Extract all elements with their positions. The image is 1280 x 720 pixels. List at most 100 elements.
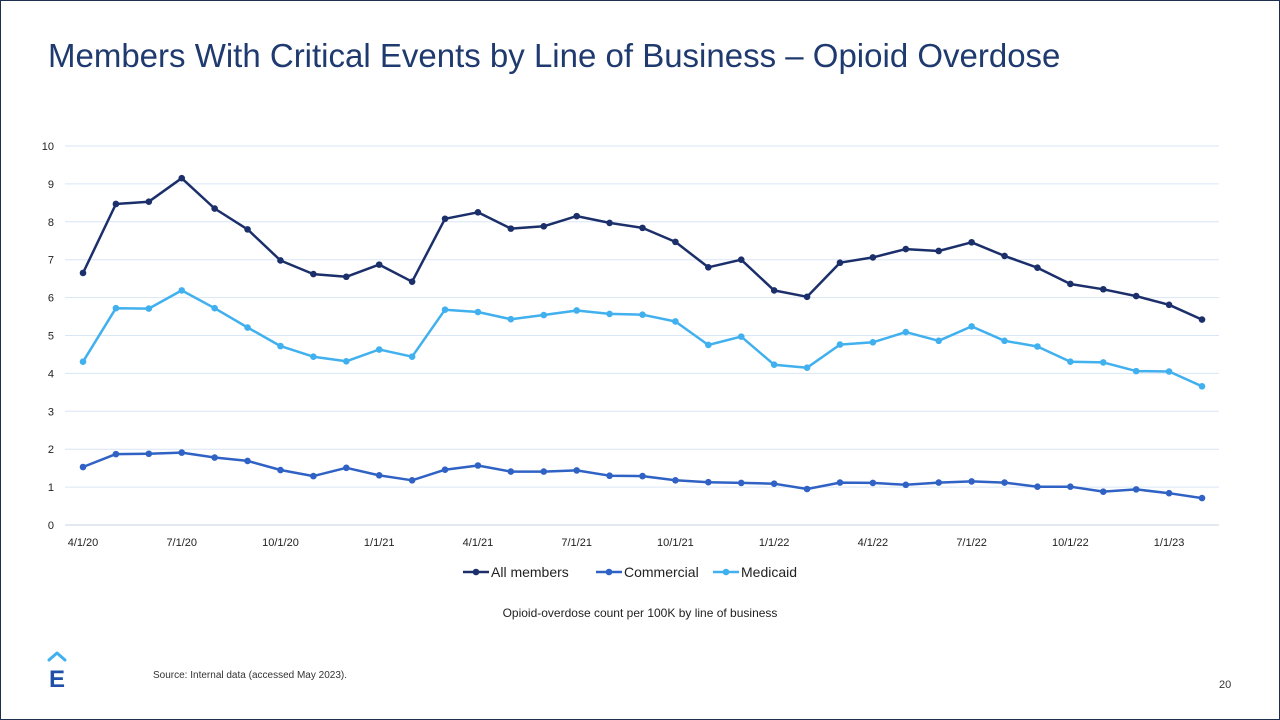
data-point-commercial xyxy=(310,472,317,480)
data-point-medicaid xyxy=(737,333,745,340)
data-point-medicaid xyxy=(277,342,284,350)
data-point-commercial xyxy=(968,478,975,485)
data-point-all-members xyxy=(507,225,515,232)
data-point-all-members xyxy=(705,263,712,271)
data-point-all-members xyxy=(244,226,251,233)
data-point-medicaid xyxy=(836,341,844,348)
legend-swatch-marker xyxy=(472,568,480,576)
data-point-all-members xyxy=(310,270,317,278)
data-point-commercial xyxy=(277,466,284,474)
x-tick-label: 1/1/22 xyxy=(759,537,790,549)
data-point-commercial xyxy=(211,454,218,461)
data-point-medicaid xyxy=(342,357,350,365)
x-tick-label: 1/1/21 xyxy=(364,537,395,549)
data-point-commercial xyxy=(79,463,87,471)
data-point-all-members xyxy=(836,259,844,267)
x-tick-label: 10/1/22 xyxy=(1052,537,1089,549)
data-point-medicaid xyxy=(770,361,778,368)
source-note: Source: Internal data (accessed May 2023… xyxy=(153,670,347,681)
data-point-all-members xyxy=(869,254,877,261)
data-point-all-members xyxy=(770,287,778,294)
data-point-medicaid xyxy=(540,311,548,319)
data-point-all-members xyxy=(112,200,120,208)
data-point-medicaid xyxy=(145,305,153,312)
data-point-medicaid xyxy=(1067,358,1074,365)
data-point-medicaid xyxy=(507,315,515,323)
data-point-all-members xyxy=(540,223,548,230)
data-point-all-members xyxy=(1132,292,1140,300)
x-tick-label: 1/1/23 xyxy=(1154,537,1185,549)
data-point-commercial xyxy=(540,468,548,475)
data-point-all-members xyxy=(1099,285,1107,293)
y-tick-label: 6 xyxy=(48,293,54,305)
data-point-all-members xyxy=(342,273,350,281)
chart-caption: Opioid-overdose count per 100K by line o… xyxy=(502,606,778,620)
legend-label: Medicaid xyxy=(741,564,797,580)
company-logo-icon: E xyxy=(47,651,67,690)
y-tick-label: 2 xyxy=(48,444,54,456)
logo-letter: E xyxy=(49,666,65,690)
data-point-commercial xyxy=(178,449,186,456)
data-point-commercial xyxy=(474,462,482,469)
series-line-medicaid xyxy=(81,289,1203,388)
data-point-commercial xyxy=(803,485,811,493)
data-point-commercial xyxy=(1034,483,1041,491)
data-point-medicaid xyxy=(310,353,317,361)
legend-label: All members xyxy=(491,564,569,580)
x-tick-label: 7/1/21 xyxy=(561,537,592,549)
data-point-commercial xyxy=(935,479,943,486)
data-point-medicaid xyxy=(639,311,646,318)
x-tick-label: 4/1/20 xyxy=(68,537,99,549)
page-number: 20 xyxy=(1219,679,1232,691)
data-point-commercial xyxy=(1001,479,1008,486)
data-point-medicaid xyxy=(79,358,87,365)
data-point-medicaid xyxy=(441,306,449,314)
data-point-all-members xyxy=(737,256,745,263)
data-point-all-members xyxy=(1034,264,1041,271)
data-point-medicaid xyxy=(178,287,186,294)
data-point-commercial xyxy=(869,479,877,487)
data-point-medicaid xyxy=(672,318,679,325)
data-point-commercial xyxy=(836,479,844,486)
data-point-medicaid xyxy=(408,353,416,361)
data-point-all-members xyxy=(672,238,679,246)
data-point-all-members xyxy=(968,238,975,246)
data-point-medicaid xyxy=(1099,359,1107,366)
data-point-all-members xyxy=(408,278,416,285)
data-point-commercial xyxy=(1165,489,1173,497)
data-point-medicaid xyxy=(244,324,251,331)
x-tick-label: 4/1/22 xyxy=(858,537,889,549)
data-point-commercial xyxy=(342,464,350,472)
data-point-all-members xyxy=(606,219,613,227)
y-tick-label: 5 xyxy=(48,331,54,343)
data-point-commercial xyxy=(244,457,251,465)
data-point-all-members xyxy=(178,174,186,182)
data-point-all-members xyxy=(1165,301,1173,309)
x-tick-label: 10/1/21 xyxy=(657,537,694,549)
y-tick-label: 7 xyxy=(48,255,54,267)
data-point-commercial xyxy=(606,472,613,480)
data-point-all-members xyxy=(935,247,943,255)
data-point-medicaid xyxy=(573,307,580,314)
data-point-commercial xyxy=(737,479,745,487)
data-point-all-members xyxy=(573,212,580,220)
legend-swatch-marker xyxy=(605,568,613,576)
x-tick-label: 10/1/20 xyxy=(262,537,299,549)
data-point-all-members xyxy=(79,269,87,277)
y-tick-label: 0 xyxy=(48,520,54,532)
data-point-medicaid xyxy=(211,304,218,312)
data-point-medicaid xyxy=(803,364,811,372)
data-point-medicaid xyxy=(606,310,613,318)
data-point-medicaid xyxy=(935,337,943,345)
y-tick-label: 4 xyxy=(48,368,54,380)
data-point-all-members xyxy=(1198,316,1206,323)
y-tick-label: 1 xyxy=(48,482,54,494)
data-point-medicaid xyxy=(1165,368,1173,375)
data-point-commercial xyxy=(408,476,416,484)
y-tick-label: 8 xyxy=(48,217,54,229)
data-point-all-members xyxy=(1001,252,1008,260)
y-tick-label: 10 xyxy=(42,141,54,153)
data-point-medicaid xyxy=(474,308,482,316)
data-point-medicaid xyxy=(902,328,910,336)
